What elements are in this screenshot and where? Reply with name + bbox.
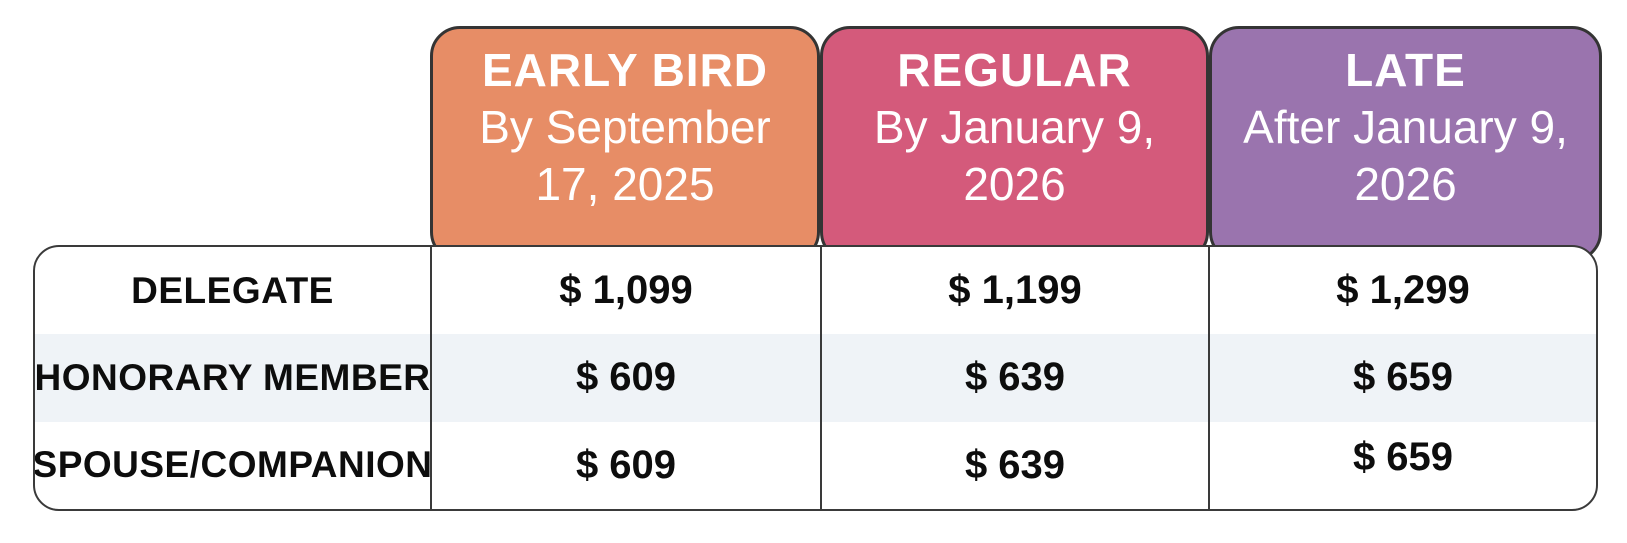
early-bird-subtitle-line2: 17, 2025 (535, 158, 715, 210)
pricing-table: DELEGATE $ 1,099 $ 1,199 $ 1,299 HONORAR… (33, 245, 1598, 511)
price-spouse-late: $ 659 (1208, 421, 1596, 509)
row-label-honorary-member: HONORARY MEMBER (35, 334, 430, 422)
early-bird-subtitle-line1: By September (479, 101, 771, 153)
regular-subtitle-line2: 2026 (963, 158, 1066, 210)
price-honorary-early-bird: $ 609 (430, 334, 820, 422)
late-title: LATE (1345, 44, 1466, 96)
late-subtitle-line2: 2026 (1354, 158, 1457, 210)
price-delegate-early-bird: $ 1,099 (430, 247, 820, 335)
row-label-delegate: DELEGATE (131, 269, 334, 311)
column-header-regular: REGULAR By January 9, 2026 (820, 26, 1209, 262)
price-spouse-early-bird: $ 609 (430, 421, 820, 509)
early-bird-title: EARLY BIRD (481, 44, 769, 96)
price-spouse-regular: $ 639 (820, 421, 1208, 509)
price-delegate-regular: $ 1,199 (820, 247, 1208, 335)
column-header-late: LATE After January 9, 2026 (1209, 26, 1602, 262)
regular-title: REGULAR (897, 44, 1132, 96)
price-delegate-late: $ 1,299 (1208, 247, 1596, 335)
regular-subtitle-line1: By January 9, (873, 101, 1156, 153)
row-label-spouse-companion: SPOUSE/COMPANION (33, 444, 433, 486)
price-honorary-late: $ 659 (1208, 334, 1596, 422)
column-header-early-bird: EARLY BIRD By September 17, 2025 (430, 26, 820, 262)
price-spouse-late-value: $ 659 (1352, 434, 1454, 479)
late-subtitle-line1: After January 9, (1243, 101, 1568, 153)
price-honorary-regular: $ 639 (820, 334, 1208, 422)
